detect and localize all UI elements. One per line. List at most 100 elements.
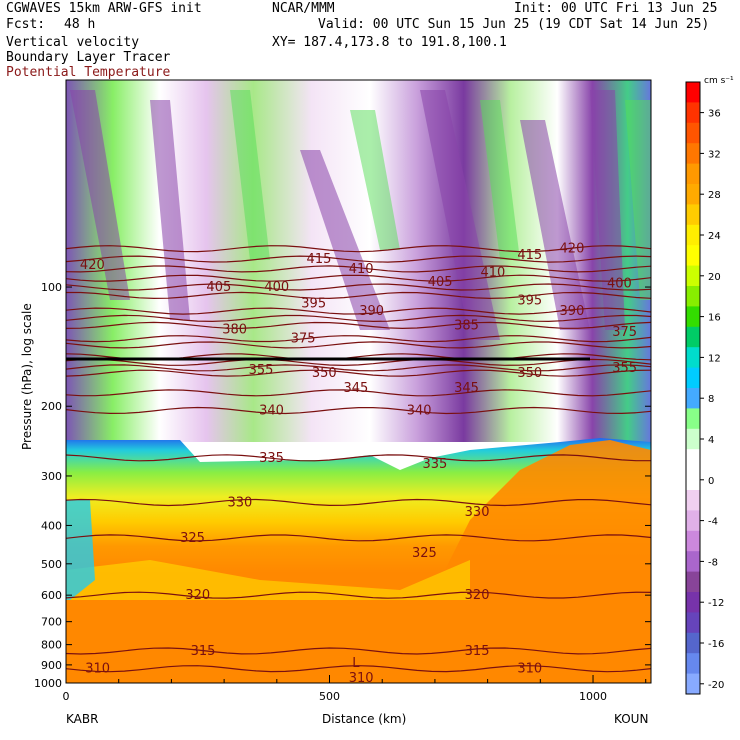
x-tick-label: 0 bbox=[63, 690, 70, 703]
x-axis-title: Distance (km) bbox=[322, 712, 407, 726]
y-tick-label: 400 bbox=[41, 519, 62, 532]
theta-label-315: 315 bbox=[191, 644, 216, 659]
colorbar-swatch bbox=[686, 224, 700, 246]
colorbar-swatch bbox=[686, 632, 700, 654]
colorbar-tick-label: -12 bbox=[708, 598, 724, 609]
colorbar-tick-label: -16 bbox=[708, 639, 724, 650]
theta-label-325: 325 bbox=[412, 546, 437, 561]
colorbar-tick-label: 28 bbox=[708, 190, 721, 201]
colorbar-swatch bbox=[686, 673, 700, 695]
theta-label-340: 340 bbox=[259, 403, 284, 418]
theta-label-390: 390 bbox=[359, 304, 384, 319]
y-tick-label: 500 bbox=[41, 558, 62, 571]
colorbar-swatch bbox=[686, 102, 700, 124]
theta-contour-325 bbox=[66, 534, 651, 542]
theta-contour-420 bbox=[66, 245, 651, 253]
theta-label-340: 340 bbox=[407, 403, 432, 418]
colorbar-swatch bbox=[686, 306, 700, 328]
y-axis-title: Pressure (hPa), log scale bbox=[20, 303, 34, 450]
colorbar-swatch bbox=[686, 551, 700, 573]
theta-contour-350 bbox=[66, 369, 651, 377]
colorbar-tick-label: -8 bbox=[708, 557, 718, 568]
theta-contour-400 bbox=[66, 283, 651, 291]
y-tick-label: 700 bbox=[41, 616, 62, 629]
colorbar-swatch bbox=[686, 490, 700, 511]
theta-contour-370 bbox=[66, 341, 651, 349]
colorbar-tick-label: 16 bbox=[708, 313, 721, 324]
x-tick-label: 1000 bbox=[579, 690, 607, 703]
theta-label-380: 380 bbox=[222, 322, 247, 337]
field-boundary-layer-tracer: Boundary Layer Tracer bbox=[6, 50, 171, 65]
header-fcst-value: 48 h bbox=[64, 17, 96, 32]
theta-label-400: 400 bbox=[607, 277, 632, 292]
theta-contour-360 bbox=[66, 358, 651, 367]
colorbar-swatch bbox=[686, 347, 700, 369]
theta-label-310: 310 bbox=[85, 662, 110, 677]
x-tick-label: 500 bbox=[319, 690, 340, 703]
colorbar-swatch bbox=[686, 530, 700, 552]
x-axis: 0 500 1000 bbox=[63, 675, 647, 703]
header-init: Init: 00 UTC Fri 13 Jun 25 bbox=[514, 1, 718, 16]
theta-contour-315 bbox=[66, 647, 651, 655]
colorbar-swatch bbox=[686, 428, 700, 450]
colorbar-tick-label: -4 bbox=[708, 517, 718, 528]
theta-contour-405 bbox=[66, 274, 651, 282]
theta-label-405: 405 bbox=[206, 280, 231, 295]
theta-label-355: 355 bbox=[612, 361, 637, 376]
colorbar-swatch bbox=[686, 592, 700, 613]
theta-label-415: 415 bbox=[307, 252, 332, 267]
y-tick-label: 1000 bbox=[34, 677, 62, 690]
yellow-band bbox=[66, 560, 470, 600]
colorbar-swatch bbox=[686, 326, 700, 348]
theta-contour-335 bbox=[66, 454, 651, 462]
theta-contour-415 bbox=[66, 255, 651, 263]
theta-label-420: 420 bbox=[560, 242, 585, 257]
colorbar-swatch bbox=[686, 408, 700, 430]
orange-plume bbox=[380, 440, 651, 683]
colorbar bbox=[685, 81, 701, 695]
colorbar-swatch bbox=[686, 82, 700, 103]
theta-label-385: 385 bbox=[454, 318, 479, 333]
theta-contour-310 bbox=[66, 665, 651, 673]
y-tick-label: 300 bbox=[41, 470, 62, 483]
colorbar-swatch bbox=[686, 469, 700, 491]
colorbar-swatch bbox=[686, 653, 700, 675]
theta-contour-375 bbox=[66, 335, 651, 343]
colorbar-tick-label: -20 bbox=[708, 680, 724, 691]
colorbar-swatch bbox=[686, 265, 700, 287]
theta-contour-labels: 310 310 310 315 315 320 320 325 325 330 330 335 335 3… bbox=[80, 242, 637, 686]
theta-label-350: 350 bbox=[312, 366, 337, 381]
y-tick-label: 200 bbox=[41, 400, 62, 413]
theta-label-395: 395 bbox=[517, 293, 542, 308]
theta-label-320: 320 bbox=[465, 588, 490, 603]
header-model: CGWAVES 15km ARW-GFS init bbox=[6, 1, 202, 16]
cyan-pocket bbox=[66, 500, 95, 600]
y-tick-label: 900 bbox=[41, 659, 62, 672]
colorbar-swatch bbox=[686, 143, 700, 165]
theta-label-320: 320 bbox=[185, 588, 210, 603]
colorbar-tick-label: 20 bbox=[708, 272, 721, 283]
colorbar-tick-label: 4 bbox=[708, 435, 714, 446]
theta-label-415: 415 bbox=[517, 248, 542, 263]
colorbar-tick-label: 12 bbox=[708, 353, 721, 364]
theta-contour-340 bbox=[66, 406, 651, 415]
theta-label-350: 350 bbox=[517, 366, 542, 381]
colorbar-tick-label: 36 bbox=[708, 109, 721, 120]
colorbar-swatch bbox=[686, 286, 700, 307]
y-tick-label: 600 bbox=[41, 589, 62, 602]
theta-contour-380 bbox=[66, 321, 651, 330]
plot-frame bbox=[65, 79, 652, 684]
theta-contour-395 bbox=[66, 291, 651, 300]
colorbar-swatch bbox=[686, 163, 700, 185]
header-valid: Valid: 00 UTC Sun 15 Jun 25 (19 CDT Sat … bbox=[318, 17, 710, 32]
theta-label-400: 400 bbox=[264, 280, 289, 295]
header-fcst-label: Fcst: bbox=[6, 17, 46, 32]
x-end-station: KOUN bbox=[614, 712, 649, 726]
colorbar-swatch bbox=[686, 449, 700, 471]
theta-contour-390 bbox=[66, 307, 651, 315]
theta-label-315: 315 bbox=[465, 644, 490, 659]
colorbar-tick-label: 0 bbox=[708, 476, 714, 487]
theta-label-325: 325 bbox=[180, 531, 205, 546]
header-xy: XY= 187.4,173.8 to 191.8,100.1 bbox=[272, 35, 507, 50]
colorbar-unit: cm s⁻¹ bbox=[704, 76, 734, 86]
